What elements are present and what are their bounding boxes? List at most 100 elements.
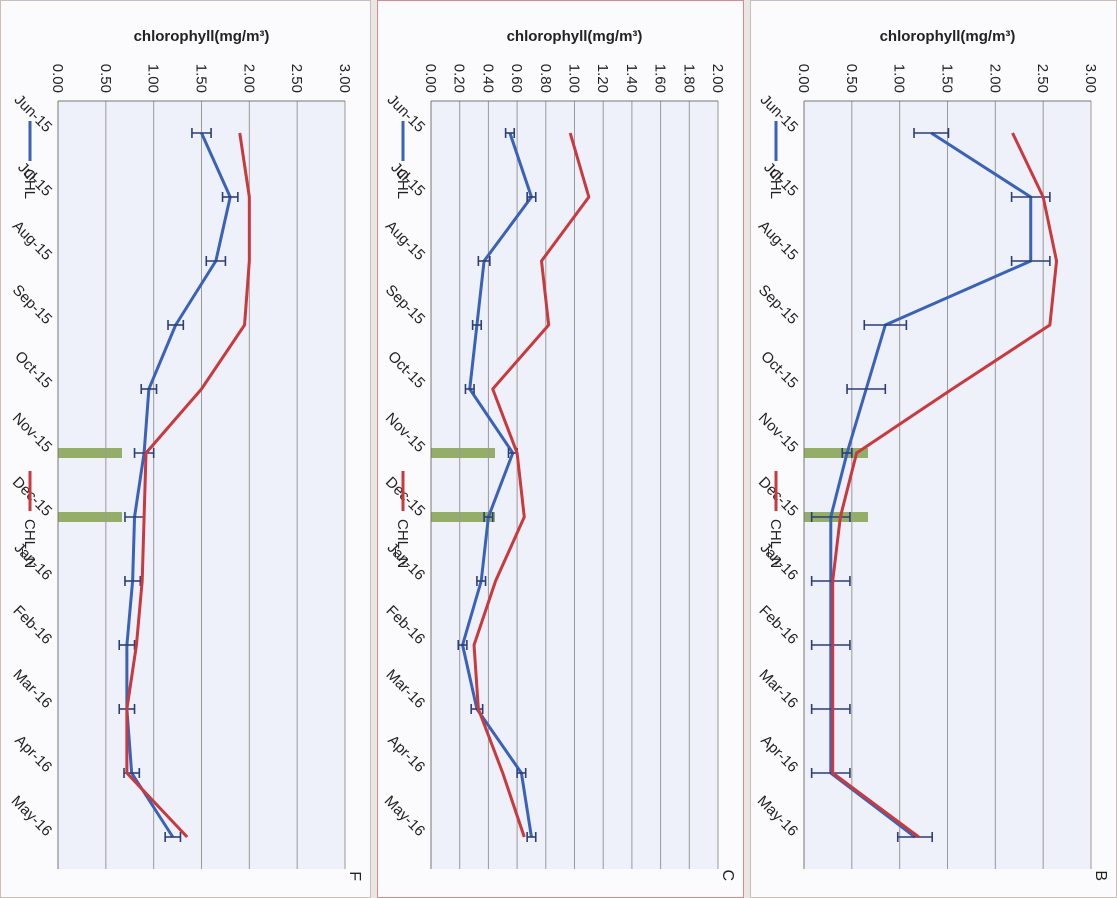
y-tick-label: 2.00 <box>240 64 257 93</box>
error-bar <box>810 768 851 778</box>
y-tick-label: 1.80 <box>680 64 697 93</box>
legend-item-chl: CHL <box>21 121 38 199</box>
legend-item-chl: CHL <box>767 121 784 199</box>
svg-text:CHL: CHL <box>394 169 411 199</box>
x-tick-label: Feb-16 <box>756 602 802 648</box>
legend-item-chl-n: CHL_N <box>767 471 784 568</box>
series-line-chl <box>461 132 533 838</box>
x-tick-label: Mar-16 <box>10 666 56 712</box>
error-bar <box>526 832 537 842</box>
y-tick-label: 1.60 <box>652 64 669 93</box>
svg-text:CHL: CHL <box>767 169 784 199</box>
y-tick-label: 2.50 <box>288 64 305 93</box>
error-bar <box>846 384 887 394</box>
y-tick-label: 1.00 <box>566 64 583 93</box>
error-bar <box>1010 256 1051 266</box>
y-tick-label: 0.80 <box>537 64 554 93</box>
x-tick-label: May-16 <box>754 792 801 839</box>
x-tick-label: Dec-15 <box>755 474 801 520</box>
svg-text:CHL: CHL <box>21 169 38 199</box>
highlight-bar <box>431 512 495 522</box>
error-bar <box>471 320 483 330</box>
error-bar <box>221 192 239 202</box>
y-tick-label: 2.00 <box>709 64 726 93</box>
panel-f: 0.00 0.50 1.00 1.50 2.00 2.50 3.00 Jun-15 Jul-15… <box>0 0 371 898</box>
x-tick-label: Apr-16 <box>11 732 55 776</box>
x-tick-label: Sep-15 <box>9 282 55 328</box>
error-bar <box>133 448 155 458</box>
error-bar <box>476 576 487 586</box>
error-bar <box>457 640 468 650</box>
error-bar <box>516 768 527 778</box>
y-axis-label: chlorophyll(mg/m³) <box>507 28 643 45</box>
x-tick-label: Oct-15 <box>757 348 801 392</box>
y-tick-label: 0.00 <box>49 64 66 93</box>
x-tick-label: Nov-15 <box>382 410 428 456</box>
y-tick-label: 0.20 <box>451 64 468 93</box>
x-tick-label: May-16 <box>381 792 428 839</box>
series-line-chl-n <box>472 132 591 838</box>
highlight-bar <box>431 448 495 458</box>
y-tick-label: 2.00 <box>986 64 1003 93</box>
y-tick-label: 1.50 <box>193 64 210 93</box>
y-tick-label: 1.40 <box>623 64 640 93</box>
y-tick-label: 3.00 <box>1082 64 1099 93</box>
error-bar <box>810 704 851 714</box>
series-line-chl <box>829 131 1033 839</box>
y-tick-label: 3.00 <box>336 64 353 93</box>
panel-title: B <box>1092 870 1109 881</box>
x-tick-label: Sep-15 <box>755 282 801 328</box>
error-bar <box>124 576 142 586</box>
x-tick-label: Oct-15 <box>384 348 428 392</box>
x-tick-label: Apr-16 <box>757 732 801 776</box>
y-tick-label: 1.50 <box>939 64 956 93</box>
x-tick-label: Aug-15 <box>9 218 55 264</box>
x-tick-label: Jun-15 <box>757 91 801 135</box>
x-tick-label: Apr-16 <box>384 732 428 776</box>
legend-item-chl-n: CHL_N <box>21 471 38 568</box>
y-tick-label: 0.50 <box>97 64 114 93</box>
y-tick-label: 2.50 <box>1034 64 1051 93</box>
chart-0-svg: 0.00 0.50 1.00 1.50 2.00 2.50 3.00Jun-15Jul-15… <box>754 28 1109 881</box>
highlight-bar <box>58 448 122 458</box>
error-bar <box>205 256 227 266</box>
panel-title: F <box>346 871 363 881</box>
y-tick-label: 0.00 <box>422 64 439 93</box>
y-tick-label: 0.00 <box>795 64 812 93</box>
series-line-chl-n <box>831 132 1059 839</box>
panel-b: 0.00 0.50 1.00 1.50 2.00 2.50 3.00 Jun-15 Jul-15… <box>750 0 1117 898</box>
x-tick-label: Nov-15 <box>9 410 55 456</box>
series-line-chl-n <box>125 132 251 839</box>
error-bar <box>810 512 851 522</box>
error-bar <box>913 128 950 138</box>
x-tick-label: Feb-16 <box>10 602 56 648</box>
error-bar <box>191 128 212 138</box>
chart-1-svg: 0.00 0.20 0.40 0.60 0.80 1.00 1.20 1.40 1.60 1.80… <box>381 28 736 881</box>
x-tick-label: Mar-16 <box>383 666 429 712</box>
error-bar <box>464 384 475 394</box>
y-tick-label: 0.60 <box>508 64 525 93</box>
x-tick-label: Sep-15 <box>382 282 428 328</box>
y-axis-label: chlorophyll(mg/m³) <box>134 28 270 45</box>
x-tick-label: Nov-15 <box>755 410 801 456</box>
panel-title: C <box>719 869 736 881</box>
x-tick-label: Dec-15 <box>9 474 55 520</box>
svg-text:CHL_N: CHL_N <box>394 519 411 568</box>
error-bar <box>896 832 933 842</box>
error-bar <box>863 320 908 330</box>
x-tick-label: Dec-15 <box>382 474 428 520</box>
legend-item-chl: CHL <box>394 121 411 199</box>
x-tick-label: Feb-16 <box>383 602 429 648</box>
error-bar <box>526 192 537 202</box>
x-tick-label: Aug-15 <box>382 218 428 264</box>
svg-text:CHL_N: CHL_N <box>767 519 784 568</box>
error-bar <box>164 832 182 842</box>
error-bar <box>810 640 851 650</box>
error-bar <box>810 576 851 586</box>
highlight-bar <box>58 512 122 522</box>
svg-text:CHL_N: CHL_N <box>21 519 38 568</box>
error-bar <box>841 448 853 458</box>
panel-c: 0.00 0.20 0.40 0.60 0.80 1.00 1.20 1.40 1.60 1.80… <box>377 0 744 898</box>
